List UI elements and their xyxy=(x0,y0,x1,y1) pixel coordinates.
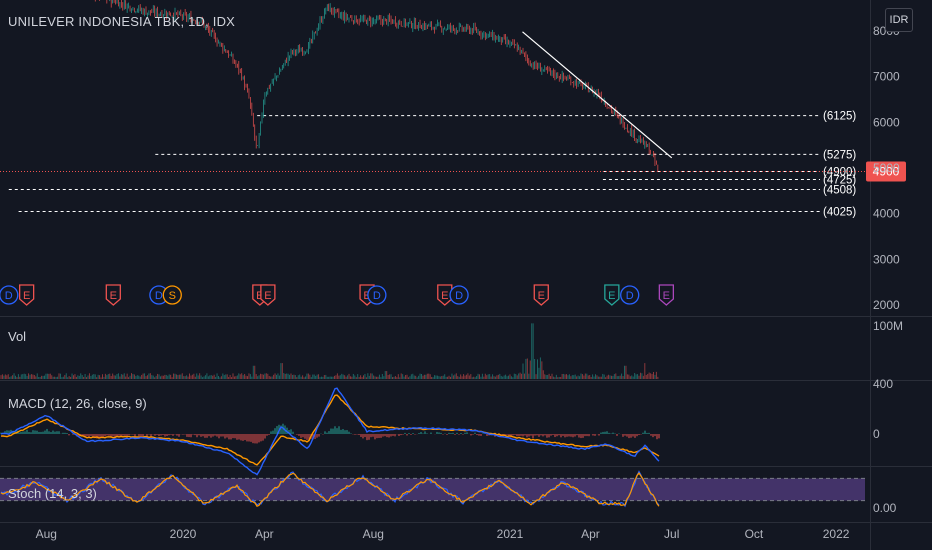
event-marker-letter: E xyxy=(23,290,30,302)
price-axis-tick: 7000 xyxy=(873,70,900,84)
price-axis-tick: 6000 xyxy=(873,115,900,129)
time-axis-tick: Jul xyxy=(664,527,679,541)
macd-pane xyxy=(0,387,660,476)
support-level-label: (4508) xyxy=(823,184,856,196)
time-axis-tick: 2022 xyxy=(823,527,850,541)
dividend-marker xyxy=(0,285,19,305)
price-axis-tick: 2000 xyxy=(873,298,900,312)
earnings-marker xyxy=(105,284,121,306)
event-marker-letter: E xyxy=(441,290,448,302)
split-marker xyxy=(162,285,182,305)
last-price-badge xyxy=(866,161,906,182)
macd-axis-tick: 0 xyxy=(873,427,880,441)
event-marker-letter: E xyxy=(608,290,615,302)
event-marker-letter: D xyxy=(455,290,463,302)
earnings-marker xyxy=(260,284,276,306)
stoch-axis-tick: 0.00 xyxy=(873,501,897,515)
time-axis-tick: Oct xyxy=(745,527,764,541)
dividend-marker xyxy=(620,285,640,305)
earnings-marker xyxy=(533,284,549,306)
event-marker-letter: E xyxy=(663,290,670,302)
volume-pane-label: Vol xyxy=(8,329,27,344)
signal-line xyxy=(0,394,660,466)
time-axis-tick: 2020 xyxy=(170,527,197,541)
event-marker-letter: E xyxy=(538,290,545,302)
event-marker-letter: D xyxy=(373,290,381,302)
dividend-marker xyxy=(449,285,469,305)
support-level-label: (4025) xyxy=(823,207,856,219)
horizontal-levels: (6125) (5275) (4900)(4725)(4508) (4025) 4900 xyxy=(0,111,906,219)
currency-button[interactable]: IDR xyxy=(885,8,913,32)
volume-bars xyxy=(0,323,659,379)
earnings-marker xyxy=(604,284,620,306)
earnings-marker xyxy=(658,284,675,306)
event-marker-letter: E xyxy=(363,290,370,302)
event-marker-letter: S xyxy=(169,290,176,302)
earnings-marker xyxy=(437,284,453,306)
support-level-label: (5275) xyxy=(823,149,856,161)
support-level-label: (4900) xyxy=(823,167,856,179)
stoch-pane xyxy=(0,470,865,508)
event-marker-letter: D xyxy=(626,290,634,302)
stoch-band xyxy=(0,478,865,501)
stoch-pane-label: Stoch (14, 3, 3) xyxy=(8,486,97,501)
time-axis-tick: 2021 xyxy=(497,527,524,541)
volume-axis-tick: 100M xyxy=(873,319,903,333)
event-marker-letter: E xyxy=(256,290,263,302)
price-axis-tick: 3000 xyxy=(873,252,900,266)
event-marker-letter: E xyxy=(264,290,271,302)
trendline xyxy=(522,31,673,159)
price-candles xyxy=(94,0,659,172)
macd-pane-label: MACD (12, 26, close, 9) xyxy=(8,396,147,411)
support-level-label: (6125) xyxy=(823,111,856,123)
event-marker-letter: D xyxy=(5,290,13,302)
stoch-d-line xyxy=(0,472,660,507)
axes-layer: 2000300040005000600070008000Aug2020AprAu… xyxy=(36,24,903,541)
event-marker-letter: D xyxy=(155,290,163,302)
dividend-marker xyxy=(367,285,387,305)
price-axis-tick: 5000 xyxy=(873,161,900,175)
earnings-marker xyxy=(18,284,35,306)
time-axis-tick: Aug xyxy=(363,527,384,541)
time-axis-tick: Apr xyxy=(255,527,274,541)
last-price-value: 4900 xyxy=(873,165,900,179)
event-marker-letter: E xyxy=(110,290,117,302)
macd-axis-tick: 400 xyxy=(873,377,893,391)
symbol-title[interactable]: UNILEVER INDONESIA TBK, 1D, IDX xyxy=(8,14,236,29)
support-level-label: (4725) xyxy=(823,175,856,187)
trendline-layer[interactable] xyxy=(522,31,673,159)
macd-line xyxy=(0,387,660,476)
time-axis-tick: Aug xyxy=(36,527,57,541)
price-axis-tick: 4000 xyxy=(873,207,900,221)
time-axis-tick: Apr xyxy=(581,527,600,541)
